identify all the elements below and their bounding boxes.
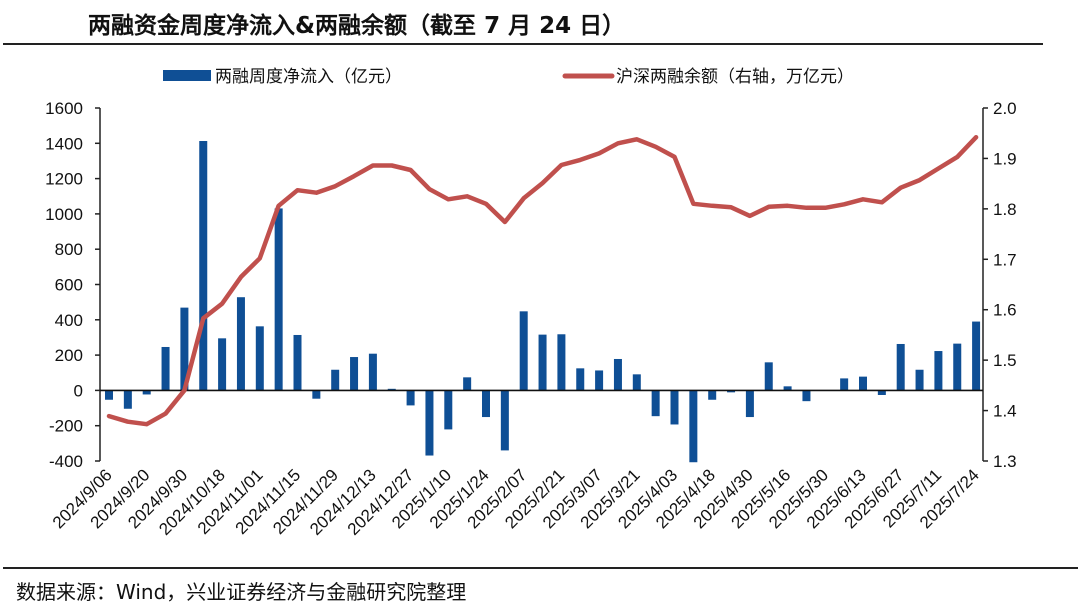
legend-swatch-bar: [163, 70, 211, 81]
bar-net-inflow: [670, 390, 679, 425]
bar-net-inflow: [934, 351, 943, 391]
bar-net-inflow: [764, 362, 773, 391]
source-note: 数据来源：Wind，兴业证券经济与金融研究院整理: [16, 580, 467, 604]
bar-net-inflow: [293, 334, 302, 391]
bar-net-inflow: [482, 390, 490, 418]
bar-net-inflow: [953, 343, 962, 391]
bar-net-inflow: [727, 390, 736, 393]
bar-net-inflow: [538, 334, 547, 391]
legend-label-bar: 两融周度净流入（亿元）: [215, 67, 402, 87]
bar-net-inflow: [274, 208, 283, 391]
bar-net-inflow: [350, 357, 359, 391]
bar-net-inflow: [745, 390, 754, 418]
bar-net-inflow: [802, 390, 811, 402]
left-axis-tick-label: 800: [55, 240, 83, 259]
right-axis-tick-label: 2.0: [993, 99, 1017, 118]
bar-net-inflow: [463, 377, 472, 391]
bar-net-inflow: [425, 390, 434, 456]
bar-net-inflow: [444, 390, 453, 430]
bar-net-inflow: [859, 376, 867, 391]
bar-net-inflow: [331, 369, 340, 391]
bar-net-inflow: [896, 343, 905, 391]
bar-net-inflow: [651, 390, 660, 417]
bar-net-inflow: [689, 390, 698, 463]
bar-net-inflow: [915, 369, 924, 391]
bar-net-inflow: [368, 353, 377, 391]
bar-net-inflow: [708, 390, 717, 400]
bar-net-inflow: [255, 326, 264, 391]
left-axis-tick-label: 400: [55, 311, 83, 330]
bar-net-inflow: [123, 390, 132, 409]
bar-net-inflow: [557, 334, 566, 391]
bar-net-inflow: [218, 338, 227, 391]
bar-net-inflow: [406, 390, 415, 406]
chart-title: 两融资金周度净流入&两融余额（截至 7 月 24 日）: [88, 13, 626, 39]
left-axis-tick-label: 200: [55, 346, 83, 365]
left-axis-tick-label: 1000: [45, 205, 83, 224]
right-axis-tick-label: 1.5: [993, 351, 1017, 370]
bar-net-inflow: [199, 141, 208, 391]
right-axis-tick-label: 1.7: [993, 250, 1017, 269]
left-axis-tick-label: 1400: [45, 134, 83, 153]
right-axis-tick-label: 1.9: [993, 149, 1017, 168]
bar-net-inflow: [783, 386, 792, 391]
bar-net-inflow: [236, 297, 245, 391]
bar-net-inflow: [972, 321, 981, 391]
bar-net-inflow: [613, 358, 622, 391]
bar-net-inflow: [576, 368, 585, 391]
bar-net-inflow: [105, 390, 113, 400]
title-divider: [3, 43, 1043, 45]
left-axis-tick-label: 0: [74, 381, 83, 400]
bar-net-inflow: [840, 378, 849, 391]
bar-net-inflow: [632, 374, 641, 391]
bar-net-inflow: [312, 390, 321, 399]
bar-net-inflow: [161, 346, 170, 391]
bar-net-inflow: [595, 370, 604, 391]
bar-net-inflow: [180, 307, 189, 391]
left-axis-tick-label: 600: [55, 276, 83, 295]
bar-net-inflow: [519, 311, 528, 391]
legend-label-line: 沪深两融余额（右轴，万亿元）: [616, 67, 854, 87]
right-axis-tick-label: 1.8: [993, 200, 1017, 219]
left-axis-tick-label: 1600: [45, 99, 83, 118]
bar-net-inflow: [500, 390, 509, 451]
right-axis-tick-label: 1.6: [993, 301, 1017, 320]
right-axis-tick-label: 1.3: [993, 452, 1017, 471]
right-axis-tick-label: 1.4: [993, 402, 1017, 421]
bar-net-inflow: [142, 390, 151, 395]
left-axis-tick-label: -400: [49, 452, 83, 471]
left-axis-tick-label: -200: [49, 417, 83, 436]
left-axis-tick-label: 1200: [45, 170, 83, 189]
source-divider: [3, 567, 1078, 569]
bar-net-inflow: [877, 390, 886, 395]
